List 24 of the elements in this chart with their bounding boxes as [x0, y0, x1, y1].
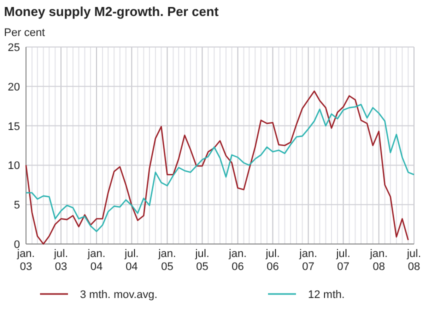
x-tick-label: jan. 06 [228, 248, 247, 273]
x-tick-label: jan. 03 [16, 248, 35, 273]
x-tick-label: jul. 08 [406, 248, 422, 273]
x-tick-label: jan. 08 [368, 248, 388, 273]
y-tick-label: 25 [8, 42, 20, 54]
y-tick-label: 0 [14, 239, 20, 251]
y-tick-label: 15 [8, 120, 20, 133]
chart-title: Money supply M2-growth. Per cent [4, 4, 220, 19]
legend-label: 12 mth. [308, 289, 345, 301]
legend-label: 3 mth. mov.avg. [80, 289, 158, 301]
x-tick-label: jan. 04 [86, 248, 106, 273]
x-tick-label: jul. 03 [52, 248, 68, 273]
y-tick-label: 5 [14, 200, 20, 212]
line-series [25, 104, 415, 232]
x-tick-label: jan. 07 [298, 248, 318, 273]
x-tick-label: jul. 06 [264, 248, 280, 273]
y-tick-label: 20 [8, 81, 20, 94]
y-axis-title: Per cent [4, 27, 45, 39]
x-tick-label: jul. 04 [124, 248, 139, 273]
x-tick-label: jul. 07 [335, 248, 350, 273]
y-tick-label: 10 [8, 160, 20, 172]
line-series [25, 90, 409, 245]
x-tick-label: jan. 05 [157, 248, 176, 273]
x-tick-label: jul. 05 [194, 248, 210, 273]
